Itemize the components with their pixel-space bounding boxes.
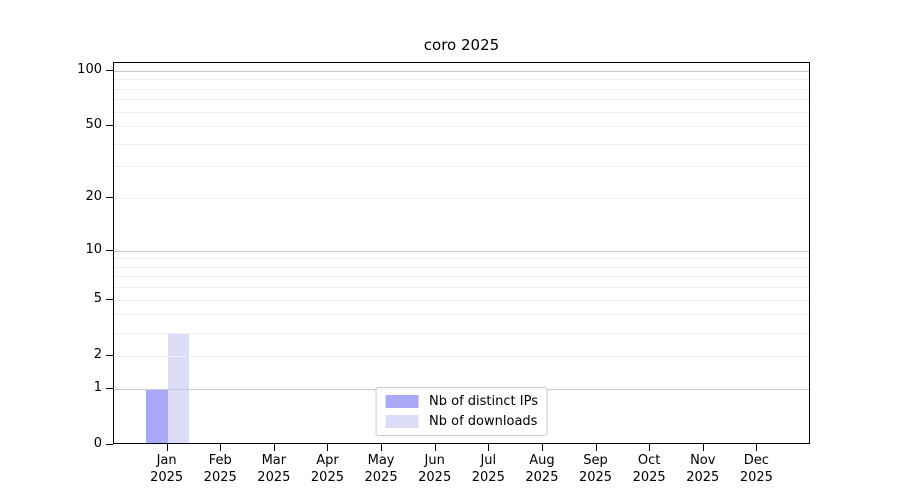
x-tick-month: Mar bbox=[261, 453, 287, 468]
x-tick-label-nov: Nov 2025 bbox=[675, 452, 731, 486]
y-tick-mark bbox=[106, 444, 113, 445]
legend-row-distinct-ips: Nb of distinct IPs bbox=[385, 394, 538, 409]
y-tick-mark bbox=[106, 197, 113, 199]
x-tick-label-dec: Dec 2025 bbox=[728, 452, 784, 486]
major-gridline bbox=[114, 70, 809, 72]
plot-area: Nb of distinct IPs Nb of downloads bbox=[113, 62, 810, 444]
x-tick-year: 2025 bbox=[686, 470, 720, 485]
x-tick-label-feb: Feb 2025 bbox=[192, 452, 248, 486]
x-tick-year: 2025 bbox=[203, 470, 237, 485]
major-gridline bbox=[114, 250, 809, 252]
minor-gridline bbox=[114, 276, 809, 278]
x-tick-month: May bbox=[367, 453, 395, 468]
minor-gridline bbox=[114, 198, 809, 200]
x-tick-label-may: May 2025 bbox=[353, 452, 409, 486]
x-tick-month: Sep bbox=[583, 453, 608, 468]
y-tick-mark bbox=[106, 298, 113, 300]
legend-label-distinct-ips: Nb of distinct IPs bbox=[429, 394, 538, 409]
x-tick-month: Nov bbox=[690, 453, 716, 468]
x-tick-year: 2025 bbox=[739, 470, 773, 485]
bar-downloads-jan bbox=[167, 332, 190, 443]
x-tick-mark bbox=[434, 444, 436, 451]
minor-gridline bbox=[114, 299, 809, 301]
x-tick-year: 2025 bbox=[578, 470, 613, 485]
y-tick-mark bbox=[106, 69, 113, 71]
x-tick-mark bbox=[595, 444, 597, 451]
x-tick-mark bbox=[220, 444, 222, 451]
x-tick-mark bbox=[649, 444, 651, 451]
x-tick-month: Jul bbox=[480, 453, 497, 468]
minor-gridline bbox=[114, 111, 809, 113]
y-tick-label: 100 bbox=[77, 61, 102, 77]
legend: Nb of distinct IPs Nb of downloads bbox=[375, 387, 548, 436]
y-tick-mark bbox=[106, 249, 113, 251]
x-tick-month: Aug bbox=[529, 453, 555, 468]
y-tick-label: 2 bbox=[93, 346, 102, 362]
x-tick-mark bbox=[166, 444, 168, 451]
x-tick-year: 2025 bbox=[310, 470, 344, 485]
minor-gridline bbox=[114, 88, 809, 90]
chart-title: coro 2025 bbox=[423, 36, 500, 54]
y-tick-label: 5 bbox=[93, 290, 102, 306]
x-tick-mark bbox=[327, 444, 329, 451]
y-tick-mark bbox=[106, 125, 113, 127]
x-tick-year: 2025 bbox=[364, 470, 398, 485]
y-tick-label: 10 bbox=[85, 241, 102, 257]
x-tick-month: Jun bbox=[424, 453, 445, 468]
x-tick-month: Oct bbox=[637, 453, 661, 468]
x-tick-year: 2025 bbox=[471, 470, 505, 485]
x-tick-year: 2025 bbox=[150, 470, 184, 485]
minor-gridline bbox=[114, 355, 809, 357]
y-tick-label: 1 bbox=[93, 379, 102, 395]
x-tick-year: 2025 bbox=[257, 470, 291, 485]
x-tick-mark bbox=[756, 444, 758, 451]
x-tick-year: 2025 bbox=[525, 470, 559, 485]
legend-label-downloads: Nb of downloads bbox=[429, 414, 538, 429]
x-tick-month: Apr bbox=[316, 453, 339, 468]
x-tick-label-aug: Aug 2025 bbox=[514, 452, 570, 486]
legend-swatch-downloads bbox=[385, 415, 419, 428]
minor-gridline bbox=[114, 332, 809, 334]
x-tick-month: Dec bbox=[743, 453, 769, 468]
minor-gridline bbox=[114, 314, 809, 316]
x-tick-label-apr: Apr 2025 bbox=[299, 452, 355, 486]
minor-gridline bbox=[114, 287, 809, 289]
x-tick-month: Feb bbox=[208, 453, 232, 468]
x-tick-mark bbox=[381, 444, 383, 451]
x-tick-label-sep: Sep 2025 bbox=[568, 452, 624, 486]
y-tick-label: 20 bbox=[85, 189, 102, 205]
y-tick-label: 50 bbox=[85, 117, 102, 133]
minor-gridline bbox=[114, 143, 809, 145]
minor-gridline bbox=[114, 126, 809, 128]
legend-swatch-distinct-ips bbox=[385, 395, 419, 408]
x-tick-mark bbox=[541, 444, 543, 451]
x-tick-month: Jan bbox=[156, 453, 177, 468]
x-tick-label-jun: Jun 2025 bbox=[407, 452, 463, 486]
x-tick-mark bbox=[273, 444, 275, 451]
bar-distinct-ips-jan bbox=[146, 388, 168, 443]
x-tick-mark bbox=[488, 444, 490, 451]
y-tick-mark bbox=[106, 354, 113, 356]
x-tick-label-oct: Oct 2025 bbox=[621, 452, 677, 486]
x-tick-label-jul: Jul 2025 bbox=[460, 452, 516, 486]
y-tick-mark bbox=[106, 387, 113, 389]
minor-gridline bbox=[114, 166, 809, 168]
x-tick-label-jan: Jan 2025 bbox=[139, 452, 195, 486]
y-tick-label: 0 bbox=[93, 436, 102, 451]
bars-layer bbox=[114, 63, 809, 443]
x-tick-year: 2025 bbox=[632, 470, 666, 485]
legend-row-downloads: Nb of downloads bbox=[385, 414, 538, 429]
x-tick-year: 2025 bbox=[418, 470, 452, 485]
minor-gridline bbox=[114, 258, 809, 260]
grid-layer bbox=[114, 63, 809, 443]
x-tick-label-mar: Mar 2025 bbox=[246, 452, 302, 486]
x-tick-mark bbox=[702, 444, 704, 451]
minor-gridline bbox=[114, 99, 809, 101]
minor-gridline bbox=[114, 266, 809, 268]
minor-gridline bbox=[114, 79, 809, 81]
